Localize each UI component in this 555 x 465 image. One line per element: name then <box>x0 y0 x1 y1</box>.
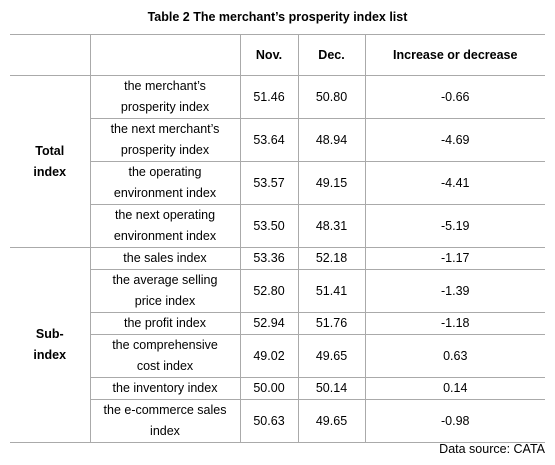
table-row: the profit index 52.94 51.76 -1.18 <box>10 312 545 335</box>
value-cell: 50.14 <box>297 377 366 400</box>
header-row: Nov. Dec. Increase or decrease <box>10 34 545 76</box>
value-cell: 0.14 <box>364 377 545 400</box>
column-header: Nov. <box>239 34 299 76</box>
table-row: Total index the merchant’s prosperity ind… <box>10 75 545 248</box>
index-name: the next operating environment index <box>90 204 241 248</box>
index-name: the profit index <box>90 312 241 335</box>
value-cell: -4.69 <box>364 118 545 162</box>
value-cell: 0.63 <box>364 334 545 378</box>
group-label: Total index <box>10 75 91 248</box>
table-row: the next merchant’s prosperity index 53.6… <box>10 118 545 162</box>
index-name: the comprehensive cost index <box>90 334 241 378</box>
value-cell: -1.39 <box>364 269 545 313</box>
header-cell <box>89 34 241 76</box>
value-cell: -0.66 <box>364 75 545 119</box>
value-cell: -5.19 <box>364 204 545 248</box>
value-cell: -0.98 <box>364 399 545 443</box>
source-note: Data source: CATA <box>439 442 545 456</box>
value-cell: 53.36 <box>239 247 299 270</box>
value-cell: 49.15 <box>297 161 366 205</box>
index-name: the next merchant’s prosperity index <box>90 118 241 162</box>
group-label: Sub-index <box>10 247 91 443</box>
value-cell: 50.63 <box>239 399 299 443</box>
index-table: Nov. Dec. Increase or decrease Total index… <box>10 34 545 443</box>
table-title: Table 2 The merchant’s prosperity index … <box>147 10 408 24</box>
index-name: the operating environment index <box>90 161 241 205</box>
table-row: Sub-index the sales index 53.36 52.18 -1.17 <box>10 247 545 443</box>
table-row: the comprehensive cost index 49.02 49.65 0.… <box>10 334 545 378</box>
table-row: the e-commerce sales index 50.63 49.65 -0.9… <box>10 399 545 443</box>
index-name: the merchant’s prosperity index <box>89 75 241 119</box>
value-cell: 50.80 <box>297 75 366 119</box>
index-name: the sales index <box>89 247 241 270</box>
table-row: the operating environment index 53.57 49.1… <box>10 161 545 205</box>
column-header: Dec. <box>297 34 366 76</box>
value-cell: 53.57 <box>239 161 299 205</box>
value-cell: 48.31 <box>297 204 366 248</box>
value-cell: 48.94 <box>297 118 366 162</box>
value-cell: 49.65 <box>297 399 366 443</box>
value-cell: 51.46 <box>239 75 299 119</box>
value-cell: 52.94 <box>239 312 299 335</box>
value-cell: 52.18 <box>297 247 366 270</box>
value-cell: 51.41 <box>297 269 366 313</box>
value-cell: 50.00 <box>239 377 299 400</box>
value-cell: 49.65 <box>297 334 366 378</box>
column-header: Increase or decrease <box>364 34 545 76</box>
index-name: the inventory index <box>90 377 241 400</box>
value-cell: 53.50 <box>239 204 299 248</box>
value-cell: -4.41 <box>364 161 545 205</box>
index-name: the e-commerce sales index <box>90 399 241 443</box>
value-cell: 49.02 <box>239 334 299 378</box>
value-cell: 52.80 <box>239 269 299 313</box>
value-cell: -1.17 <box>364 247 545 270</box>
value-cell: 51.76 <box>297 312 366 335</box>
table-row: the average selling price index 52.80 51.4… <box>10 269 545 313</box>
table-row: the inventory index 50.00 50.14 0.14 <box>10 377 545 400</box>
value-cell: 53.64 <box>239 118 299 162</box>
value-cell: -1.18 <box>364 312 545 335</box>
table-row: the next operating environment index 53.5… <box>10 204 545 248</box>
index-name: the average selling price index <box>90 269 241 313</box>
header-cell <box>10 34 91 76</box>
